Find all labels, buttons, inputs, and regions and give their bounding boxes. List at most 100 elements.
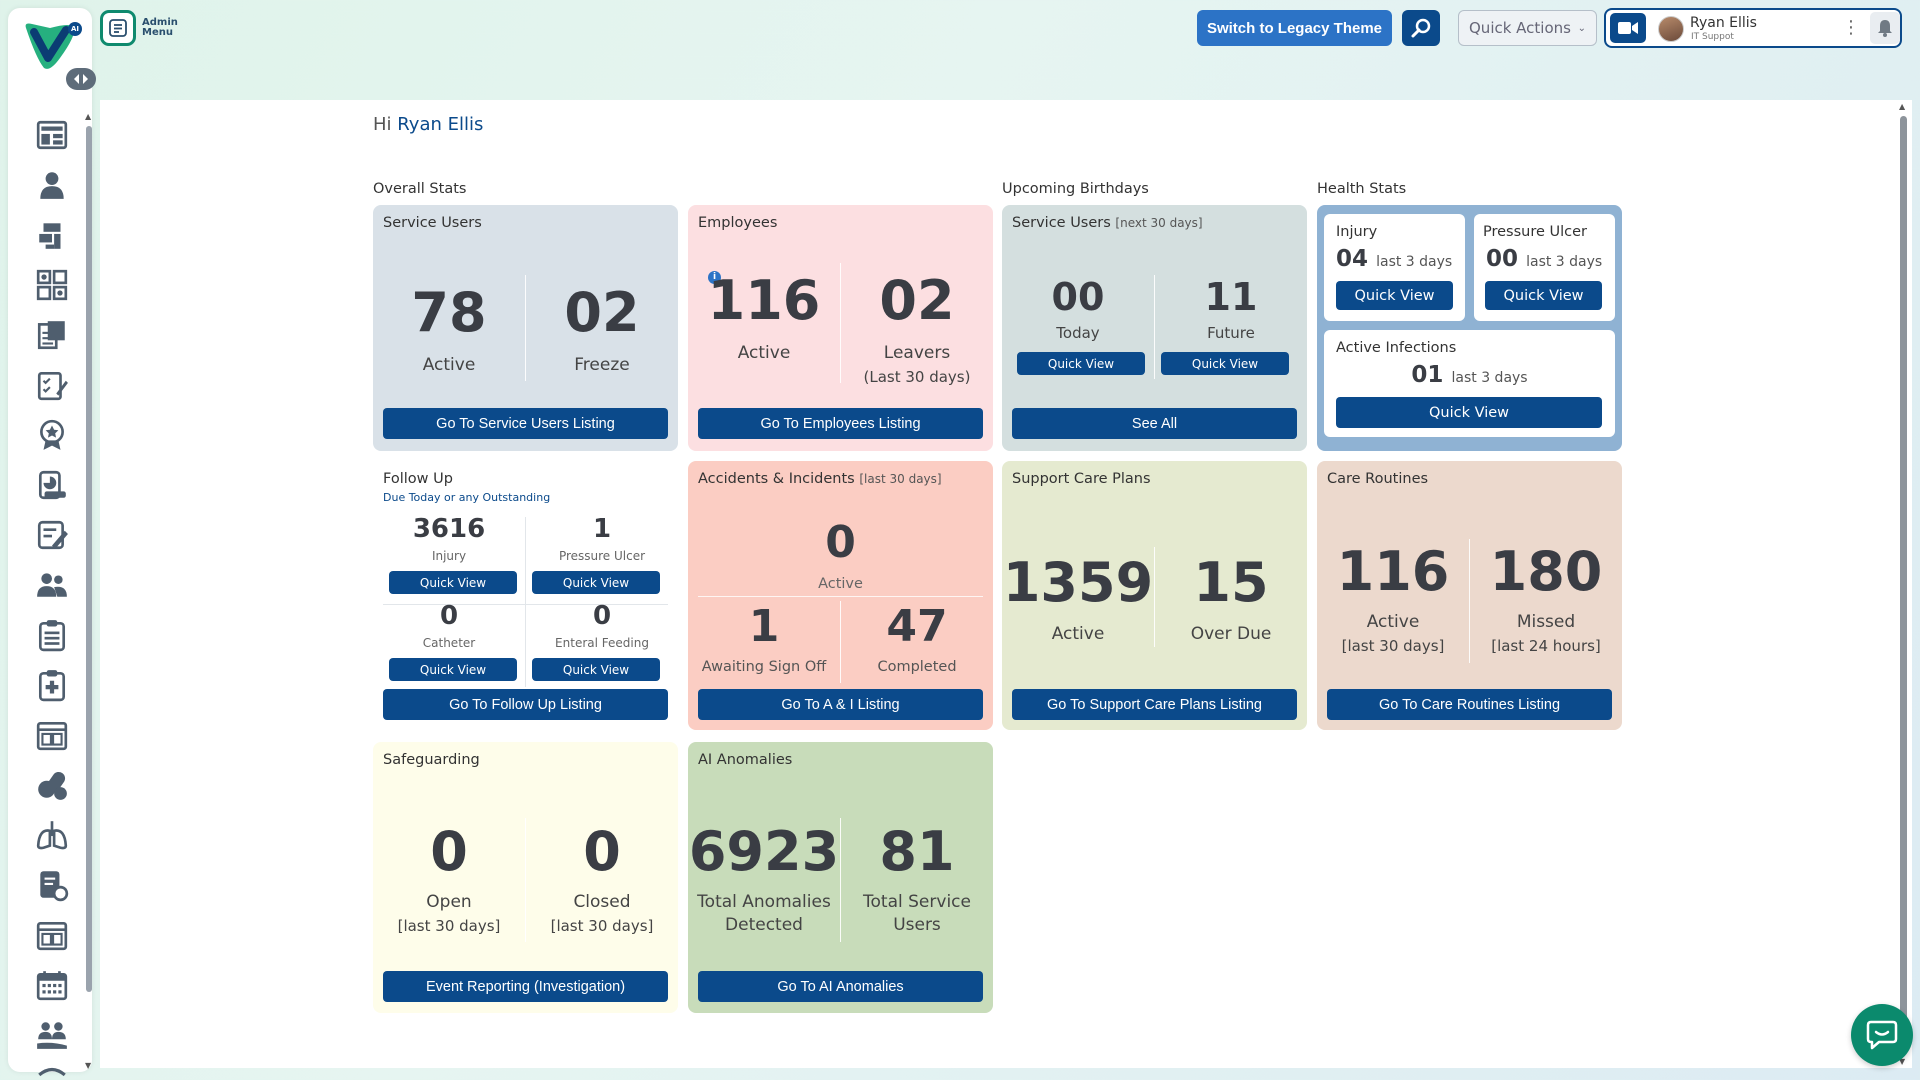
- lungs-icon[interactable]: [24, 810, 80, 860]
- care-routines-card: Care Routines 116 Active [last 30 days] …: [1317, 461, 1622, 730]
- collapse-arrows-icon: [74, 74, 88, 84]
- see-all-birthdays-button[interactable]: See All: [1012, 408, 1297, 439]
- section-upcoming-birthdays: Upcoming Birthdays: [1002, 181, 1149, 197]
- calendar-icon[interactable]: [24, 960, 80, 1010]
- safeguarding-closed-label: Closed: [573, 892, 631, 912]
- follow-up-injury-quick-view[interactable]: Quick View: [389, 571, 517, 594]
- accidents-active-value: 0: [825, 517, 856, 568]
- scroll-up-arrow-icon[interactable]: ▲: [85, 112, 92, 121]
- go-to-care-routines-button[interactable]: Go To Care Routines Listing: [1327, 689, 1612, 720]
- go-to-ai-anomalies-button[interactable]: Go To AI Anomalies: [698, 971, 983, 1002]
- main-scrollbar[interactable]: ▲ ▼: [1897, 102, 1909, 1066]
- pressure-ulcer-quick-view-button[interactable]: Quick View: [1485, 281, 1602, 310]
- hand-truck-icon[interactable]: [24, 210, 80, 260]
- card-title: Service Users [next 30 days]: [1012, 215, 1203, 231]
- avatar[interactable]: [1658, 16, 1684, 42]
- documents-icon[interactable]: [24, 310, 80, 360]
- active-infections-quick-view-button[interactable]: Quick View: [1336, 397, 1602, 428]
- notifications-button[interactable]: [1870, 12, 1900, 44]
- go-to-ai-listing-button[interactable]: Go To A & I Listing: [698, 689, 983, 720]
- search-button[interactable]: [1402, 10, 1440, 46]
- sidebar-collapse-toggle[interactable]: [66, 68, 96, 90]
- sidebar-scrollbar[interactable]: ▲ ▼: [84, 112, 94, 1070]
- employees-active-label: Active: [737, 343, 791, 363]
- go-to-follow-up-button[interactable]: Go To Follow Up Listing: [383, 689, 668, 720]
- safeguarding-open-value: 0: [430, 820, 468, 883]
- group-care-icon[interactable]: [24, 1010, 80, 1060]
- go-to-service-users-button[interactable]: Go To Service Users Listing: [383, 408, 668, 439]
- follow-up-ulcer-quick-view[interactable]: Quick View: [532, 571, 660, 594]
- care-plans-active-label: Active: [1051, 624, 1105, 644]
- care-plans-active-value: 1359: [1002, 551, 1154, 614]
- clipboard-list-icon[interactable]: [24, 610, 80, 660]
- user-profile-bar: Ryan Ellis IT Suppot ⋮: [1604, 8, 1902, 48]
- checklist-edit-icon[interactable]: [24, 360, 80, 410]
- admin-menu-icon: [100, 10, 136, 46]
- sidebar-scroll-thumb[interactable]: [86, 126, 92, 992]
- video-call-button[interactable]: [1610, 13, 1646, 43]
- admin-menu-label: Admin Menu: [142, 17, 178, 38]
- card-title: Employees: [698, 215, 778, 231]
- card-title: Safeguarding: [383, 752, 480, 768]
- app-logo[interactable]: AI: [20, 18, 84, 78]
- go-to-employees-button[interactable]: Go To Employees Listing: [698, 408, 983, 439]
- bell-icon: [1878, 20, 1892, 37]
- birthdays-future-value: 11: [1204, 275, 1258, 319]
- quick-actions-dropdown[interactable]: Quick Actions ⌄: [1458, 10, 1597, 46]
- apps-icon[interactable]: [24, 260, 80, 310]
- chat-support-button[interactable]: [1851, 1004, 1913, 1066]
- pills-icon[interactable]: [24, 760, 80, 810]
- report-icon[interactable]: [24, 460, 80, 510]
- users-icon[interactable]: [24, 560, 80, 610]
- kebab-menu-icon[interactable]: ⋮: [1842, 17, 1860, 38]
- scroll-down-arrow-icon[interactable]: ▼: [1899, 1057, 1906, 1066]
- notes-edit-icon[interactable]: [24, 510, 80, 560]
- medical-clipboard-icon[interactable]: [24, 660, 80, 710]
- birthdays-future-quick-view[interactable]: Quick View: [1161, 352, 1289, 375]
- scroll-down-arrow-icon[interactable]: ▼: [85, 1061, 92, 1070]
- care-routines-active-label: Active: [1366, 612, 1420, 632]
- card-title: Service Users: [383, 215, 482, 231]
- pressure-ulcer-value: 00: [1486, 246, 1519, 272]
- care-plans-overdue-label: Over Due: [1190, 624, 1272, 644]
- info-icon[interactable]: i: [708, 271, 721, 284]
- divider: [525, 818, 526, 942]
- go-to-support-care-plans-button[interactable]: Go To Support Care Plans Listing: [1012, 689, 1297, 720]
- divider: [525, 517, 526, 687]
- search-icon: [1411, 18, 1431, 38]
- care-routines-missed-sub: [last 24 hours]: [1491, 637, 1601, 655]
- calendar-grid-icon[interactable]: [24, 710, 80, 760]
- ai-anomalies-total-value: 6923: [688, 820, 840, 883]
- admin-menu-button[interactable]: Admin Menu: [100, 10, 178, 46]
- award-icon[interactable]: [24, 410, 80, 460]
- switch-legacy-theme-button[interactable]: Switch to Legacy Theme: [1197, 10, 1392, 46]
- injury-quick-view-button[interactable]: Quick View: [1336, 281, 1453, 310]
- birthdays-today-value: 00: [1051, 275, 1105, 319]
- dashboard-icon[interactable]: [24, 110, 80, 160]
- divider: [840, 601, 841, 683]
- employees-leavers-sub: (Last 30 days): [863, 368, 971, 386]
- divider: [525, 275, 526, 381]
- injury-stat: 04 last 3 days: [1336, 246, 1453, 272]
- safeguarding-open-sub: [last 30 days]: [397, 917, 501, 935]
- ai-anomalies-users-label: Total Service Users: [863, 892, 971, 935]
- birthdays-today-quick-view[interactable]: Quick View: [1017, 352, 1145, 375]
- main-scroll-thumb[interactable]: [1900, 116, 1907, 1046]
- event-reporting-button[interactable]: Event Reporting (Investigation): [383, 971, 668, 1002]
- more-icon[interactable]: [24, 1060, 80, 1080]
- user-name[interactable]: Ryan Ellis: [1690, 15, 1757, 31]
- calendar-grid-2-icon[interactable]: [24, 910, 80, 960]
- follow-up-catheter-quick-view[interactable]: Quick View: [389, 658, 517, 681]
- card-title: Support Care Plans: [1012, 471, 1151, 487]
- care-routines-active-sub: [last 30 days]: [1341, 637, 1445, 655]
- person-icon[interactable]: [24, 160, 80, 210]
- follow-up-ulcer-value: 1: [592, 514, 612, 544]
- scroll-up-arrow-icon[interactable]: ▲: [1899, 102, 1906, 111]
- follow-up-catheter-label: Catheter: [422, 636, 476, 650]
- employees-leavers-label: Leavers: [883, 343, 951, 363]
- service-users-active-value: 78: [411, 281, 487, 344]
- follow-up-feeding-quick-view[interactable]: Quick View: [532, 658, 660, 681]
- document-settings-icon[interactable]: [24, 860, 80, 910]
- service-users-active-label: Active: [422, 355, 476, 375]
- care-routines-missed-value: 180: [1489, 540, 1603, 603]
